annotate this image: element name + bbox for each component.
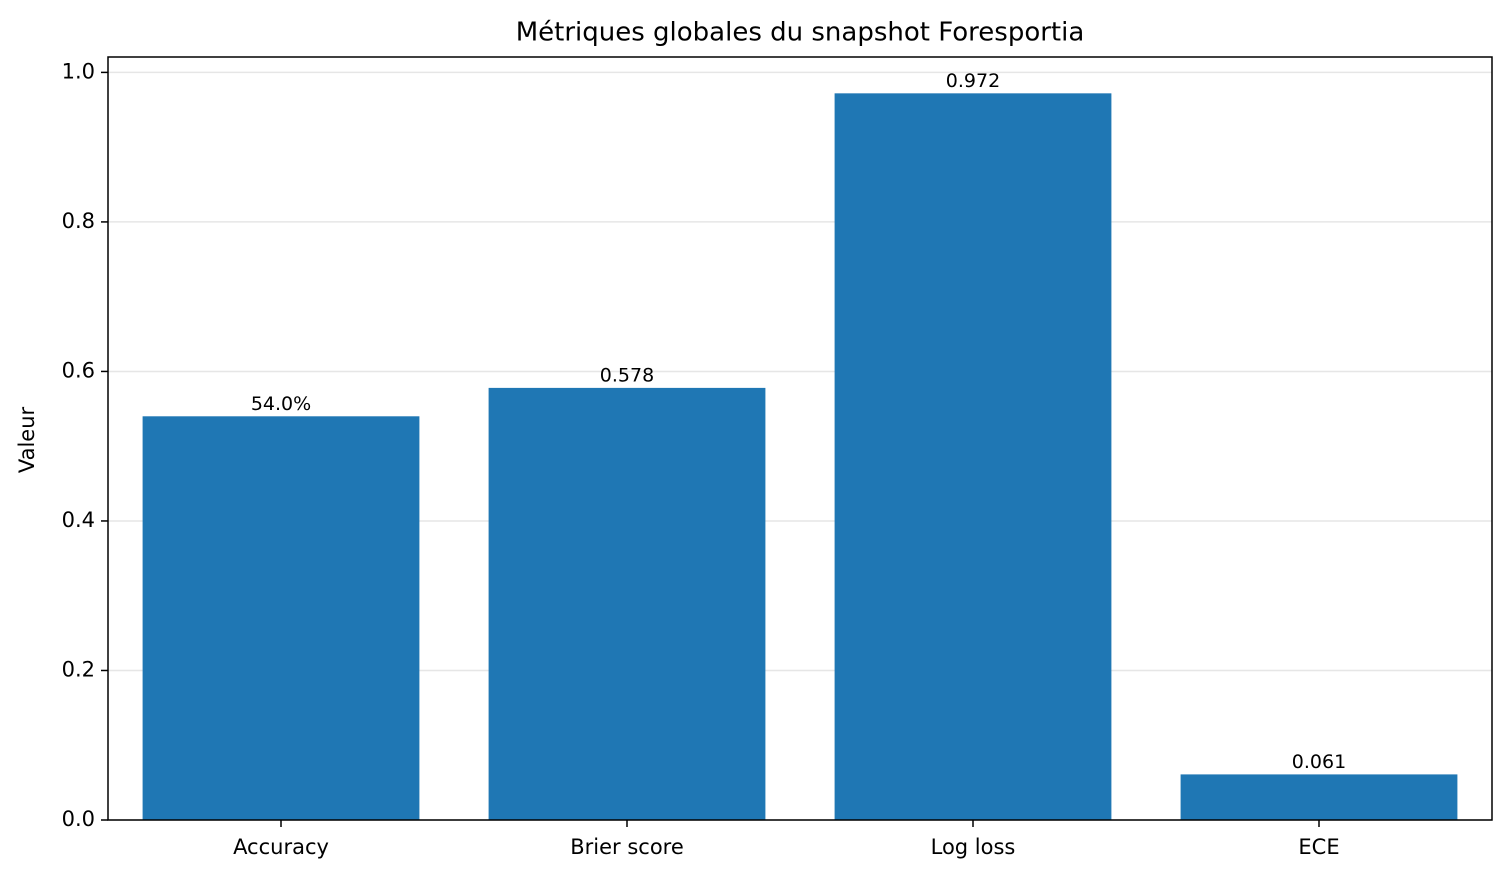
bar bbox=[488, 387, 766, 820]
y-tick-label: 0.8 bbox=[62, 209, 95, 233]
y-tick-label: 0.6 bbox=[62, 358, 95, 382]
y-tick-label: 0.4 bbox=[62, 508, 95, 532]
y-tick-label: 0.0 bbox=[62, 807, 95, 831]
chart-title: Métriques globales du snapshot Foresport… bbox=[516, 18, 1085, 48]
x-tick-label: ECE bbox=[1298, 835, 1339, 859]
x-tick-label: Accuracy bbox=[233, 835, 329, 859]
plot-frame bbox=[107, 56, 1493, 821]
value-label: 0.578 bbox=[600, 364, 654, 386]
x-tick-label: Brier score bbox=[570, 835, 684, 859]
value-label: 0.061 bbox=[1292, 751, 1346, 773]
value-label: 0.972 bbox=[946, 70, 1000, 92]
y-tick-label: 0.2 bbox=[62, 657, 95, 681]
bar bbox=[834, 93, 1112, 821]
bar bbox=[142, 416, 420, 820]
bar bbox=[1180, 774, 1458, 820]
value-label: 54.0% bbox=[251, 393, 311, 415]
y-axis-label: Valeur bbox=[15, 406, 39, 473]
x-tick-label: Log loss bbox=[931, 835, 1016, 859]
y-tick-label: 1.0 bbox=[62, 59, 95, 83]
